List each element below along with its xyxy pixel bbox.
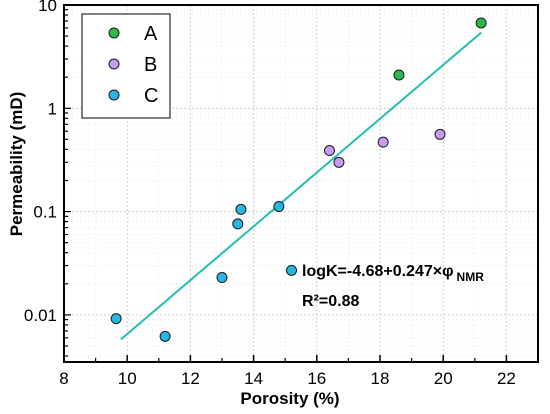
grid-lines [63, 4, 538, 362]
data-point-series-b [323, 145, 335, 157]
y-tick-label: 10 [38, 0, 57, 15]
data-point-series-b [333, 156, 345, 168]
data-point-series-b [377, 136, 389, 148]
legend: ABC [81, 13, 171, 119]
x-tick-label: 10 [118, 369, 137, 388]
y-tick-labels: 0.01 0.1 1 10 [24, 0, 57, 325]
legend-label-a: A [144, 23, 158, 45]
fit-line-group [120, 31, 482, 341]
y-axis-title: Permeability (mD) [7, 92, 26, 237]
axis-ticks [63, 4, 508, 362]
y-tick-label: 0.01 [24, 306, 57, 325]
fit-line [120, 31, 482, 341]
x-tick-label: 16 [307, 369, 326, 388]
x-tick-label: 22 [497, 369, 516, 388]
legend-label-c: C [144, 85, 158, 107]
data-point-series-a [475, 17, 487, 29]
x-tick-label: 18 [371, 369, 390, 388]
data-point-series-c [286, 264, 298, 276]
x-tick-label: 20 [434, 369, 453, 388]
data-point-series-c [232, 218, 244, 230]
legend-marker-b [108, 58, 120, 70]
x-tick-label: 12 [181, 369, 200, 388]
equation-main: logK=-4.68+0.247×φ [302, 263, 454, 280]
data-point-series-b [434, 128, 446, 140]
data-point-series-a [393, 69, 405, 81]
x-tick-label: 8 [59, 369, 68, 388]
x-tick-labels: 8 10 12 14 16 18 20 22 [59, 369, 516, 388]
data-point-series-c [235, 203, 247, 215]
y-tick-label: 0.1 [33, 203, 57, 222]
legend-box [81, 13, 171, 119]
data-point-series-c [273, 201, 285, 213]
r-squared-label: R²=0.88 [302, 293, 359, 310]
data-points [110, 17, 487, 342]
y-tick-label: 1 [48, 99, 57, 118]
equation-subscript: NMR [457, 270, 485, 284]
x-tick-label: 14 [244, 369, 263, 388]
legend-label-b: B [144, 54, 157, 76]
data-point-series-c [110, 313, 122, 325]
x-axis-title: Porosity (%) [240, 389, 339, 408]
legend-marker-a [108, 27, 120, 39]
data-point-series-c [216, 272, 228, 284]
plot-frame [63, 4, 539, 363]
data-point-series-c [159, 330, 171, 342]
legend-marker-c [108, 89, 120, 101]
equation-annotation: logK=-4.68+0.247×φ NMR R²=0.88 [302, 263, 484, 310]
